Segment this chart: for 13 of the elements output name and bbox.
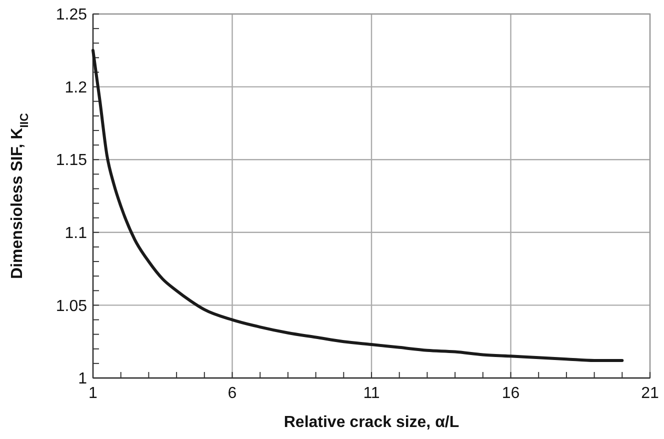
line-series bbox=[92, 48, 624, 362]
x-tick-label: 16 bbox=[502, 385, 520, 402]
y-tick-label: 1.25 bbox=[56, 6, 88, 24]
y-tick-label: 1.2 bbox=[64, 79, 88, 96]
x-tick-label: 1 bbox=[88, 385, 98, 402]
x-tick-label: 6 bbox=[228, 385, 237, 402]
x-axis-title: Relative crack size, α/L bbox=[284, 414, 460, 431]
y-tick-label: 1.1 bbox=[64, 225, 88, 242]
x-tick-label: 21 bbox=[641, 385, 659, 402]
y-tick-label: 1.15 bbox=[56, 152, 88, 170]
y-tick-label: 1 bbox=[78, 370, 88, 388]
y-tick-label: 1.05 bbox=[56, 298, 88, 315]
x-tick-label: 11 bbox=[363, 385, 380, 402]
